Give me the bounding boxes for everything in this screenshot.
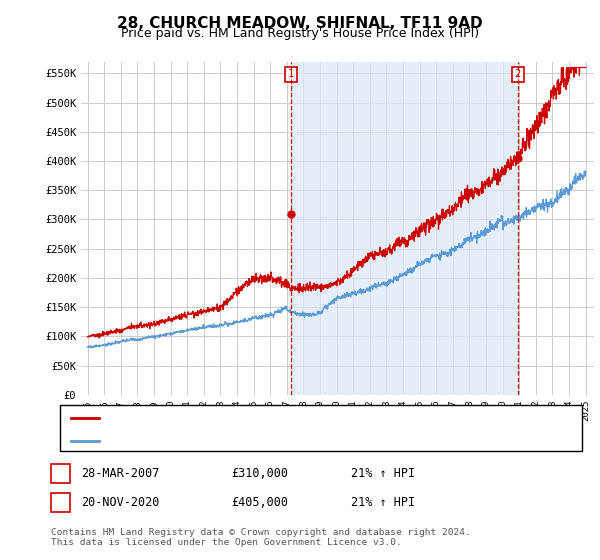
Text: 28-MAR-2007: 28-MAR-2007 bbox=[81, 466, 160, 480]
Text: 28, CHURCH MEADOW, SHIFNAL, TF11 9AD (detached house): 28, CHURCH MEADOW, SHIFNAL, TF11 9AD (de… bbox=[104, 413, 435, 423]
Text: 1: 1 bbox=[288, 69, 294, 80]
Text: Price paid vs. HM Land Registry's House Price Index (HPI): Price paid vs. HM Land Registry's House … bbox=[121, 27, 479, 40]
Text: £405,000: £405,000 bbox=[231, 496, 288, 509]
Text: 21% ↑ HPI: 21% ↑ HPI bbox=[351, 496, 415, 509]
Text: 2: 2 bbox=[515, 69, 521, 80]
Text: 2: 2 bbox=[57, 496, 64, 509]
Text: 1: 1 bbox=[57, 466, 64, 480]
Text: HPI: Average price, detached house, Shropshire: HPI: Average price, detached house, Shro… bbox=[104, 436, 391, 446]
Text: 28, CHURCH MEADOW, SHIFNAL, TF11 9AD: 28, CHURCH MEADOW, SHIFNAL, TF11 9AD bbox=[117, 16, 483, 31]
Text: 20-NOV-2020: 20-NOV-2020 bbox=[81, 496, 160, 509]
Text: Contains HM Land Registry data © Crown copyright and database right 2024.
This d: Contains HM Land Registry data © Crown c… bbox=[51, 528, 471, 548]
Text: 21% ↑ HPI: 21% ↑ HPI bbox=[351, 466, 415, 480]
Bar bbox=[291, 62, 518, 395]
Text: £310,000: £310,000 bbox=[231, 466, 288, 480]
